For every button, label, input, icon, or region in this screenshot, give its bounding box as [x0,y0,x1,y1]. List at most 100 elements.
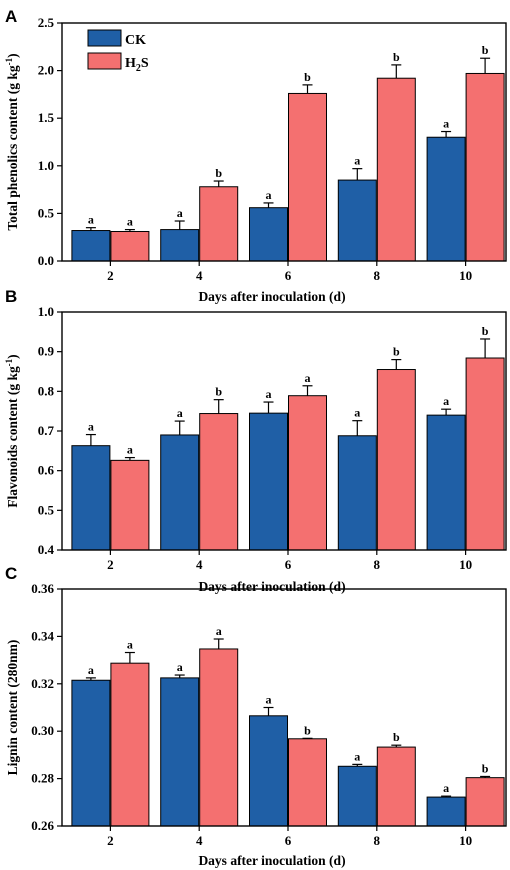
panel-a: Aa a a a a a b b b b 0.0 0.5 1.0 1.5 2.0 2.5 2 4 6 8 10 Days … [4,7,507,304]
chart-panels: Aa a a a a a b b b b 0.0 0.5 1.0 1.5 2.0 2.5 2 4 6 8 10 Days … [4,7,507,868]
significance-label: b [482,324,489,338]
significance-label: a [177,206,183,220]
significance-label: a [127,215,133,229]
bar-h2s [110,662,150,827]
bar-ck [426,136,466,262]
panel-letter: B [5,287,17,306]
y-tick-label: 0.0 [38,253,54,268]
y-tick-label: 0.30 [31,723,54,738]
y-tick-label: 0.34 [31,628,54,643]
significance-label: b [304,70,311,84]
y-tick-label: 2.0 [38,63,54,78]
x-tick-label: 8 [374,268,381,283]
x-axis-title: Days after inoculation (d) [198,579,345,594]
bar-h2s [288,395,327,551]
panel-b: Ba a a a a a b a b b 0.4 0.5 0.6 0.7 0.8 0.9 1.0 2 4 6 8 10 Da… [4,287,507,594]
significance-label: a [443,117,449,131]
significance-label: a [266,693,272,707]
significance-label: a [354,749,360,763]
x-tick-label: 4 [196,557,203,572]
bar-ck [337,765,377,827]
bar-h2s [376,746,416,827]
significance-label: a [177,406,183,420]
x-tick-label: 4 [196,268,203,283]
y-axis-title: Lignin content (280nm) [5,640,20,776]
x-tick-label: 10 [459,268,472,283]
bar-h2s [465,357,505,551]
bar-ck [426,796,466,827]
bar-h2s [199,186,239,262]
x-tick-label: 8 [374,833,381,848]
bar-h2s [376,77,416,262]
y-tick-label: 0.6 [38,463,55,478]
x-tick-label: 2 [107,833,114,848]
y-tick-label: 1.0 [38,304,54,319]
bar-ck [160,229,200,262]
significance-label: a [216,624,222,638]
bar-ck [71,445,111,551]
significance-label: b [215,166,222,180]
panel-c: Ca a a a a a a b b b 0.26 0.28 0.30 0.32 0.34 0.36 2 4 6 8 1… [5,564,507,868]
x-tick-label: 4 [196,833,203,848]
bar-h2s [288,738,327,827]
bar-ck [249,412,288,551]
x-tick-label: 8 [374,557,381,572]
y-tick-label: 0.9 [38,344,55,359]
legend-swatch-h2s [87,52,122,70]
bar-h2s [288,92,327,262]
y-axis-title: Flavonoids content (g kg-1) [4,354,20,507]
significance-label: a [127,443,133,457]
significance-label: a [88,663,94,677]
bar-ck [426,414,466,551]
bar-ck [160,677,200,827]
x-tick-label: 2 [107,268,114,283]
panel-letter: A [5,7,17,26]
bar-h2s [199,648,239,827]
bar-ck [71,679,111,827]
y-tick-label: 2.5 [38,15,55,30]
plot-frame [61,588,507,827]
y-tick-label: 0.8 [38,383,55,398]
significance-label: b [482,43,489,57]
x-tick-label: 2 [107,557,114,572]
y-tick-label: 0.26 [31,818,54,833]
bar-h2s [110,230,150,262]
bar-h2s [110,459,150,551]
significance-label: a [305,371,311,385]
y-tick-label: 0.5 [38,502,55,517]
bar-ck [249,207,288,262]
x-axis-title: Days after inoculation (d) [198,289,345,304]
significance-label: a [354,406,360,420]
significance-label: a [443,394,449,408]
x-tick-label: 6 [285,833,292,848]
bar-ck [71,230,111,262]
significance-label: b [482,761,489,775]
legend-swatch-ck [87,29,122,47]
y-tick-label: 0.4 [38,542,55,557]
bar-ck [337,179,377,262]
legend-label-h2s: H2S [125,56,149,74]
y-tick-label: 0.28 [31,771,54,786]
significance-label: a [88,420,94,434]
x-tick-label: 10 [459,557,472,572]
y-tick-label: 0.5 [38,205,55,220]
plot-frame [61,22,507,262]
significance-label: a [88,213,94,227]
significance-label: b [393,50,400,64]
significance-label: b [304,723,311,737]
bar-h2s [465,777,505,827]
y-axis-title: Total phenolics content (g kg-1) [4,53,20,230]
x-tick-label: 6 [285,268,292,283]
significance-label: a [266,387,272,401]
x-tick-label: 6 [285,557,292,572]
legend-label-ck: CK [125,33,146,48]
bar-h2s [376,369,416,551]
bar-ck [249,715,288,827]
panel-letter: C [5,564,17,583]
significance-label: a [354,154,360,168]
x-axis-title: Days after inoculation (d) [198,853,345,868]
y-tick-label: 0.7 [38,423,55,438]
significance-label: a [266,188,272,202]
y-tick-label: 1.5 [38,110,55,125]
